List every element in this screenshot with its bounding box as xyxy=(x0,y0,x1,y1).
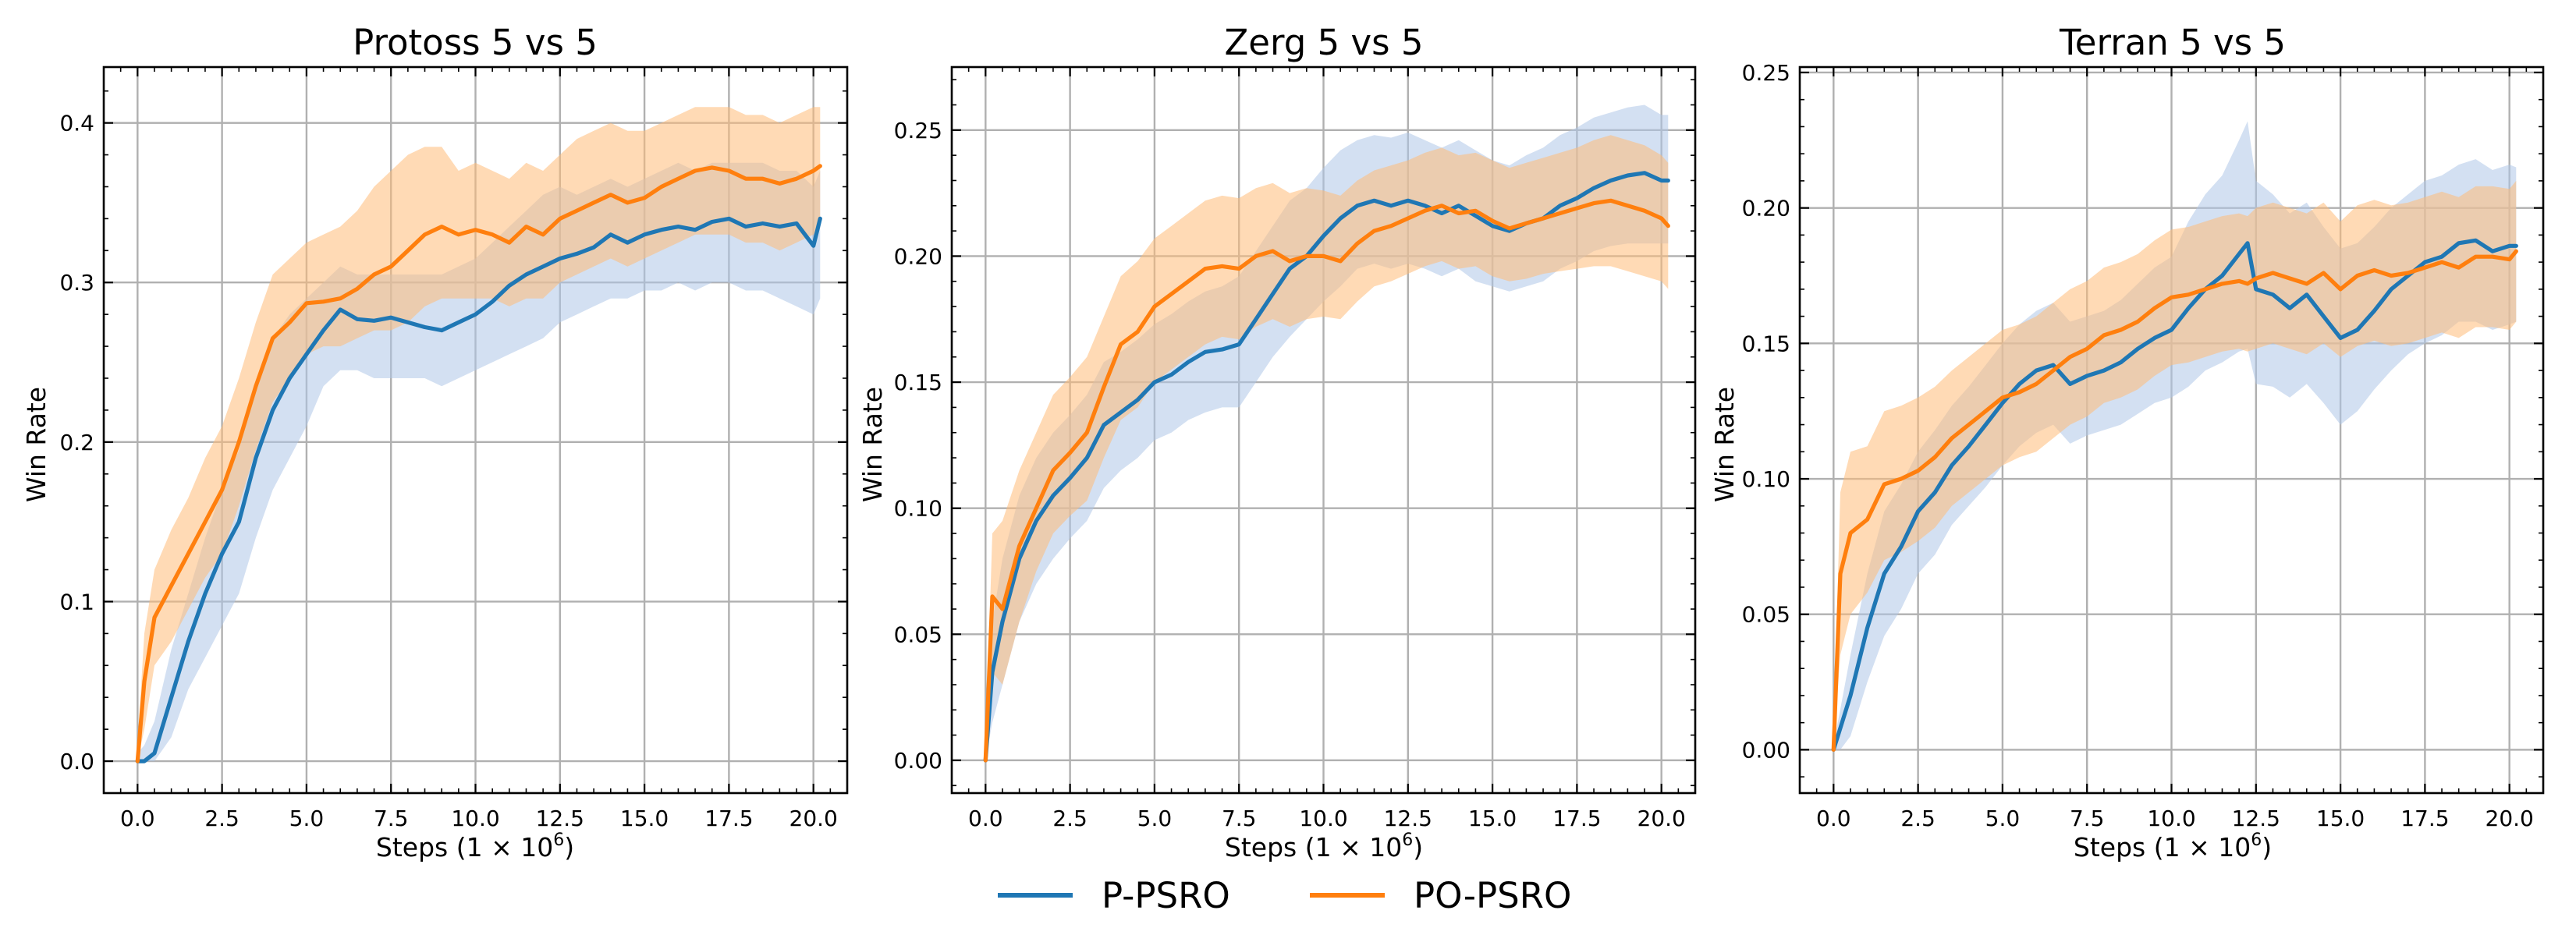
y-tick-label: 0.10 xyxy=(1742,466,1790,492)
y-tick-label: 0.15 xyxy=(894,370,942,395)
x-tick-label: 17.5 xyxy=(704,806,753,831)
x-axis-label: Steps (1 × 106) xyxy=(376,831,574,862)
x-tick-label: 10.0 xyxy=(2147,806,2195,831)
x-tick-label: 7.5 xyxy=(374,806,409,831)
legend-label-po-psro: PO-PSRO xyxy=(1414,875,1571,916)
panel-title: Terran 5 vs 5 xyxy=(2059,22,2286,63)
plot-area: 0.0 2.5 5.0 7.5 10.0 12.5 15.0 17.5 20.0 0.00 0.05… xyxy=(894,66,1697,831)
x-tick-label: 17.5 xyxy=(1552,806,1601,831)
panel-title: Zerg 5 vs 5 xyxy=(1224,22,1423,63)
y-tick-label: 0.3 xyxy=(59,270,94,296)
series-line-po-psro xyxy=(135,164,822,763)
y-tick-label: 0.05 xyxy=(1742,602,1790,628)
y-tick-label: 0.1 xyxy=(59,589,94,615)
x-tick-label: 20.0 xyxy=(1637,806,1686,831)
x-tick-label: 15.0 xyxy=(620,806,669,831)
panel-protoss: Protoss 5 vs 5 Steps (1 × 106) Win Rate … xyxy=(21,22,849,862)
x-tick-label: 5.0 xyxy=(1985,806,2021,831)
x-tick-label: 20.0 xyxy=(789,806,838,831)
x-tick-label: 0.0 xyxy=(968,806,1003,831)
plot-area: 0.0 2.5 5.0 7.5 10.0 12.5 15.0 17.5 20.0 0.00 0.05… xyxy=(1742,60,2545,831)
x-tick-label: 20.0 xyxy=(2486,806,2534,831)
x-tick-label: 7.5 xyxy=(1222,806,1257,831)
x-axis-label: Steps (1 × 106) xyxy=(1225,831,1423,862)
x-tick-label: 10.0 xyxy=(1299,806,1347,831)
x-tick-label: 15.0 xyxy=(1468,806,1517,831)
x-tick-label: 2.5 xyxy=(1052,806,1088,831)
series-line-p-psro xyxy=(135,216,822,763)
legend: P-PSRO PO-PSRO xyxy=(998,875,1571,916)
x-tick-label: 2.5 xyxy=(1900,806,1936,831)
y-tick-label: 0.2 xyxy=(59,430,94,455)
series-line-po-psro xyxy=(1831,249,2518,753)
y-tick-label: 0.10 xyxy=(894,496,942,522)
x-tick-label: 5.0 xyxy=(289,806,325,831)
x-tick-label: 0.0 xyxy=(1816,806,1851,831)
y-axis-label: Win Rate xyxy=(1709,387,1740,502)
y-axis-label: Win Rate xyxy=(857,387,888,502)
x-axis-label: Steps (1 × 106) xyxy=(2074,831,2272,862)
x-tick-label: 7.5 xyxy=(2070,806,2105,831)
x-tick-label: 2.5 xyxy=(204,806,240,831)
y-axis-label: Win Rate xyxy=(21,387,51,502)
series-line-p-psro xyxy=(1831,238,2518,753)
y-tick-label: 0.15 xyxy=(1742,331,1790,356)
y-tick-label: 0.25 xyxy=(1742,60,1790,86)
x-tick-label: 12.5 xyxy=(1384,806,1432,831)
y-tick-label: 0.20 xyxy=(894,243,942,269)
series-line-po-psro xyxy=(983,198,1670,763)
confidence-band-po-psro xyxy=(985,135,1669,761)
x-tick-label: 10.0 xyxy=(451,806,499,831)
x-tick-label: 12.5 xyxy=(2232,806,2280,831)
x-tick-label: 12.5 xyxy=(536,806,584,831)
y-tick-label: 0.00 xyxy=(1742,737,1790,763)
panel-zerg: Zerg 5 vs 5 Steps (1 × 106) Win Rate 0.0… xyxy=(857,22,1697,862)
legend-label-p-psro: P-PSRO xyxy=(1102,875,1230,916)
x-tick-label: 5.0 xyxy=(1137,806,1173,831)
panel-terran: Terran 5 vs 5 Steps (1 × 106) Win Rate 0… xyxy=(1709,22,2545,862)
y-tick-label: 0.25 xyxy=(894,118,942,143)
y-tick-label: 0.05 xyxy=(894,622,942,647)
x-tick-label: 17.5 xyxy=(2400,806,2449,831)
panel-title: Protoss 5 vs 5 xyxy=(353,22,598,63)
y-tick-label: 0.4 xyxy=(59,111,94,136)
y-tick-label: 0.0 xyxy=(59,749,94,774)
x-tick-label: 0.0 xyxy=(120,806,155,831)
y-tick-label: 0.00 xyxy=(894,748,942,774)
y-tick-label: 0.20 xyxy=(1742,196,1790,221)
plot-area: 0.0 2.5 5.0 7.5 10.0 12.5 15.0 17.5 20.0 0.0 0.1 0.… xyxy=(59,66,849,831)
confidence-band-po-psro xyxy=(1833,180,2517,750)
confidence-band-po-psro xyxy=(137,107,821,762)
series-line-p-psro xyxy=(983,171,1670,763)
x-tick-label: 15.0 xyxy=(2316,806,2365,831)
